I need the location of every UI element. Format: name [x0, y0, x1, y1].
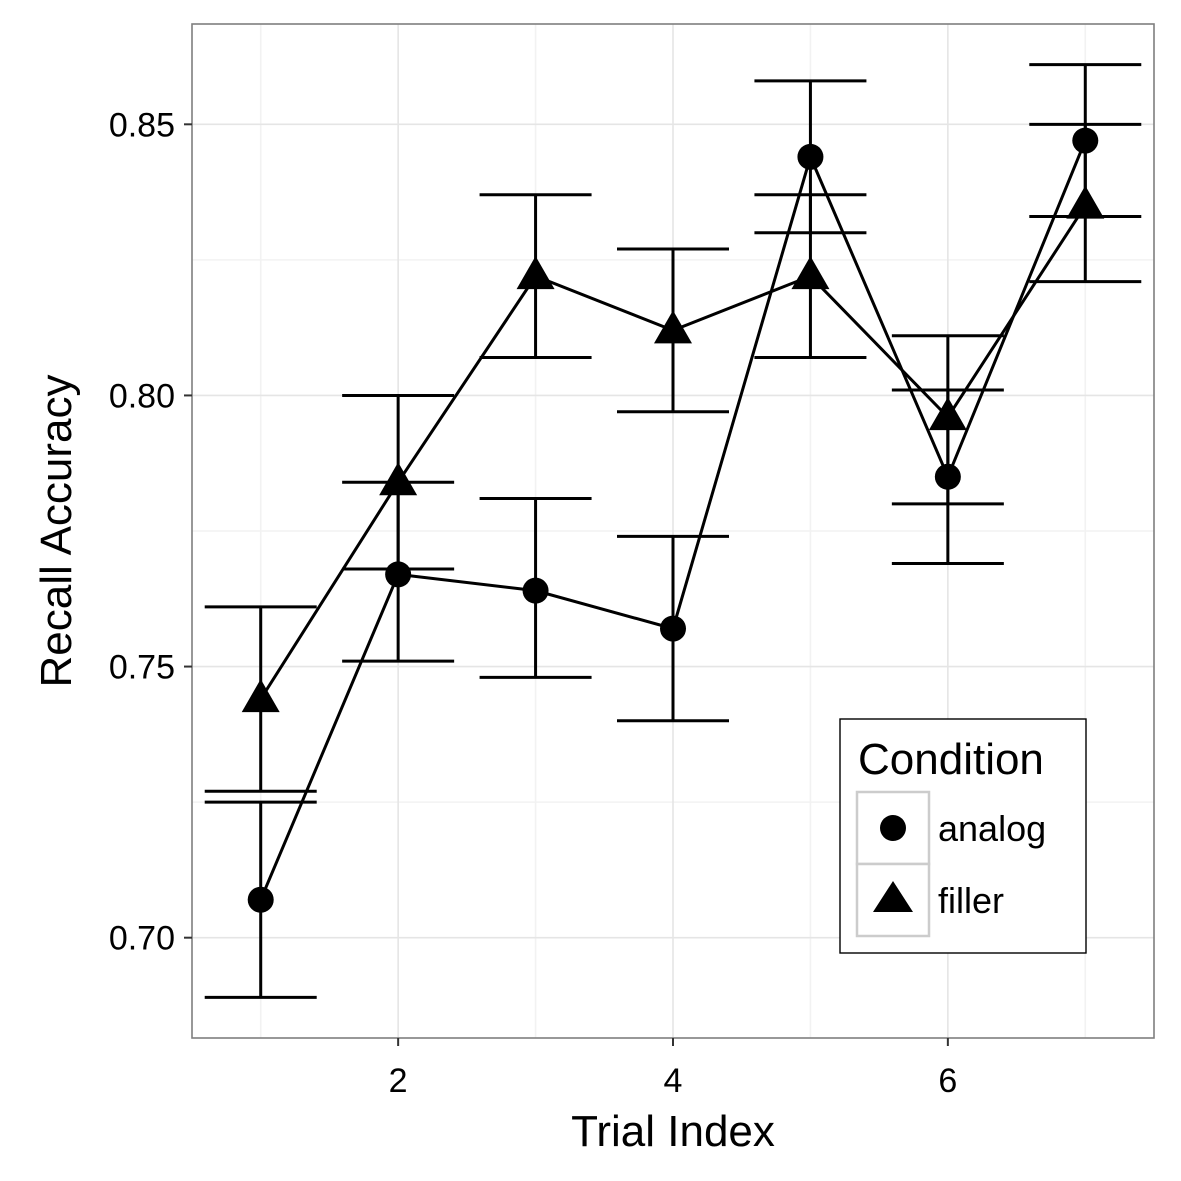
series-filler	[204, 122, 1142, 793]
x-tick-label-2: 6	[938, 1062, 957, 1100]
axes: 2 4 6 0.70 0.75 0.80 0.85	[109, 106, 958, 1100]
legend-title: Condition	[858, 735, 1044, 784]
x-tick-label-1: 4	[664, 1062, 683, 1100]
y-tick-label-2: 0.80	[109, 377, 175, 415]
series-analog	[204, 63, 1142, 999]
y-tick-label-1: 0.75	[109, 649, 175, 687]
filler-point-7	[1066, 185, 1105, 219]
analog-point-5	[797, 143, 824, 170]
filler-point-4	[654, 310, 692, 344]
legend-triangle-marker	[873, 881, 913, 912]
analog-point-3	[522, 577, 549, 604]
x-tick-label-0: 2	[389, 1062, 408, 1100]
filler-point-5	[791, 256, 830, 290]
legend-label-analog: analog	[938, 808, 1046, 849]
series-layer	[204, 63, 1142, 999]
filler-point-2	[379, 462, 418, 496]
x-axis-title: Trial Index	[571, 1107, 775, 1156]
legend-circle-marker	[880, 815, 906, 841]
y-tick-label-0: 0.70	[109, 920, 175, 958]
legend: Condition analog filler	[839, 718, 1087, 954]
y-tick-label-3: 0.85	[109, 106, 175, 144]
filler-point-1	[241, 679, 280, 713]
analog-point-4	[660, 615, 686, 642]
filler-point-6	[928, 397, 967, 431]
filler-point-3	[516, 256, 555, 290]
analog-point-1	[247, 886, 274, 913]
legend-label-filler: filler	[938, 880, 1004, 921]
legend-key-analog	[855, 790, 931, 866]
y-axis-title: Recall Accuracy	[32, 374, 81, 687]
